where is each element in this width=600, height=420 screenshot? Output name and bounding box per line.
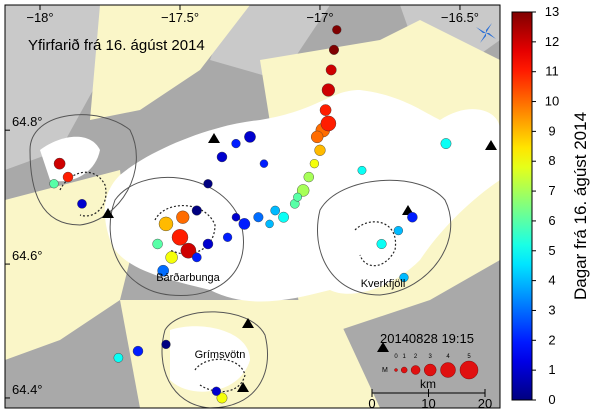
earthquake [407,212,418,223]
magnitude-symbol [401,366,408,374]
earthquake [303,171,314,183]
earthquake [440,138,452,149]
colorbar-tick-label: 5 [548,243,555,258]
magnitude-value: 4 [446,354,450,360]
colorbar-tick-label: 6 [548,213,555,228]
x-tick-label: −18° [26,10,53,25]
earthquake [265,219,274,229]
colorbar-label: Dagar frá 16. ágúst 2014 [571,112,590,300]
map-frame [4,4,501,409]
y-tick-label: 64.4° [12,382,43,397]
colorbar [511,11,533,401]
colorbar-tick-label: 1 [548,362,555,377]
earthquake [231,138,241,149]
earthquake [309,159,319,169]
magnitude-symbol [424,363,437,377]
earthquake [328,44,339,55]
x-tick-label: −17° [306,10,333,25]
colorbar-tick-label: 3 [548,302,555,317]
earthquake [216,392,228,404]
earthquake [325,64,337,76]
earthquake [278,211,289,223]
earthquake [310,130,324,144]
place-label: Grímsvötn [195,349,246,361]
earthquake [357,165,367,175]
earthquake [321,83,335,97]
map-title: Yfirfarið frá 16. ágúst 2014 [28,37,205,54]
earthquake [176,210,190,224]
earthquake [293,192,302,202]
earthquake [165,251,178,264]
earthquake [158,216,174,232]
earthquake [231,213,241,222]
earthquake [113,352,124,363]
place-label: Kverkfjöll [361,278,406,290]
earthquake [49,179,59,189]
colorbar-tick-label: 12 [545,34,559,49]
magnitude-value: 1 [403,354,407,360]
earthquake [393,225,403,236]
earthquake [222,232,233,242]
magnitude-symbol [440,362,456,378]
colorbar-tick-label: 4 [548,273,555,288]
y-tick-label: 64.8° [12,114,43,129]
colorbar-tick-label: 0 [548,392,555,407]
scale-unit: km [420,377,436,391]
colorbar-tick-label: 7 [548,183,555,198]
colorbar-tick-label: 10 [545,94,559,109]
place-label: Bárðarbunga [156,272,220,284]
x-tick-label: −17.5° [161,10,199,25]
earthquake [314,144,326,156]
magnitude-symbol [410,365,421,375]
earthquake [259,159,269,168]
earthquake [253,212,264,223]
earthquake [62,171,74,183]
x-tick-label: −16.5° [441,10,479,25]
earthquake [132,345,144,357]
earthquake [191,205,202,216]
magnitude-value: 3 [429,354,433,360]
earthquake [332,25,342,35]
colorbar-tick-label: 9 [548,123,555,138]
magnitude-value: 0 [394,354,398,360]
colorbar-tick-label: 11 [545,64,559,79]
earthquake [171,229,189,246]
earthquake [319,104,332,116]
magnitude-value: 2 [414,354,418,360]
earthquake [202,238,214,250]
earthquake [77,199,87,209]
earthquake [180,242,197,259]
magnitude-symbol [394,368,398,372]
magnitude-label: M [382,367,388,374]
earthquake [211,386,221,396]
earthquake [399,272,409,283]
earthquake [191,252,202,263]
scale-tick-label: 0 [368,396,375,411]
earthquake [157,264,169,277]
magnitude-symbol [459,360,479,380]
colorbar-tick-label: 2 [548,332,555,347]
quake-layer [49,25,452,404]
earthquake [203,179,213,189]
earthquake [270,205,280,216]
compass [476,23,496,43]
earthquake [320,115,337,132]
earthquake [53,157,66,170]
timestamp: 20140828 19:15 [380,331,474,346]
scale-tick-label: 20 [478,396,492,411]
earthquake [238,218,251,230]
earthquake [244,131,256,143]
earthquake [216,151,228,163]
colorbar-tick-label: 8 [548,153,555,168]
colorbar-tick-label: 13 [545,4,559,19]
earthquake [296,184,310,197]
earthquake [376,238,387,249]
earthquake [161,339,171,350]
y-tick-label: 64.6° [12,248,43,263]
earthquake [152,238,163,250]
magnitude-value: 5 [467,354,471,360]
scale-tick-label: 10 [421,396,435,411]
